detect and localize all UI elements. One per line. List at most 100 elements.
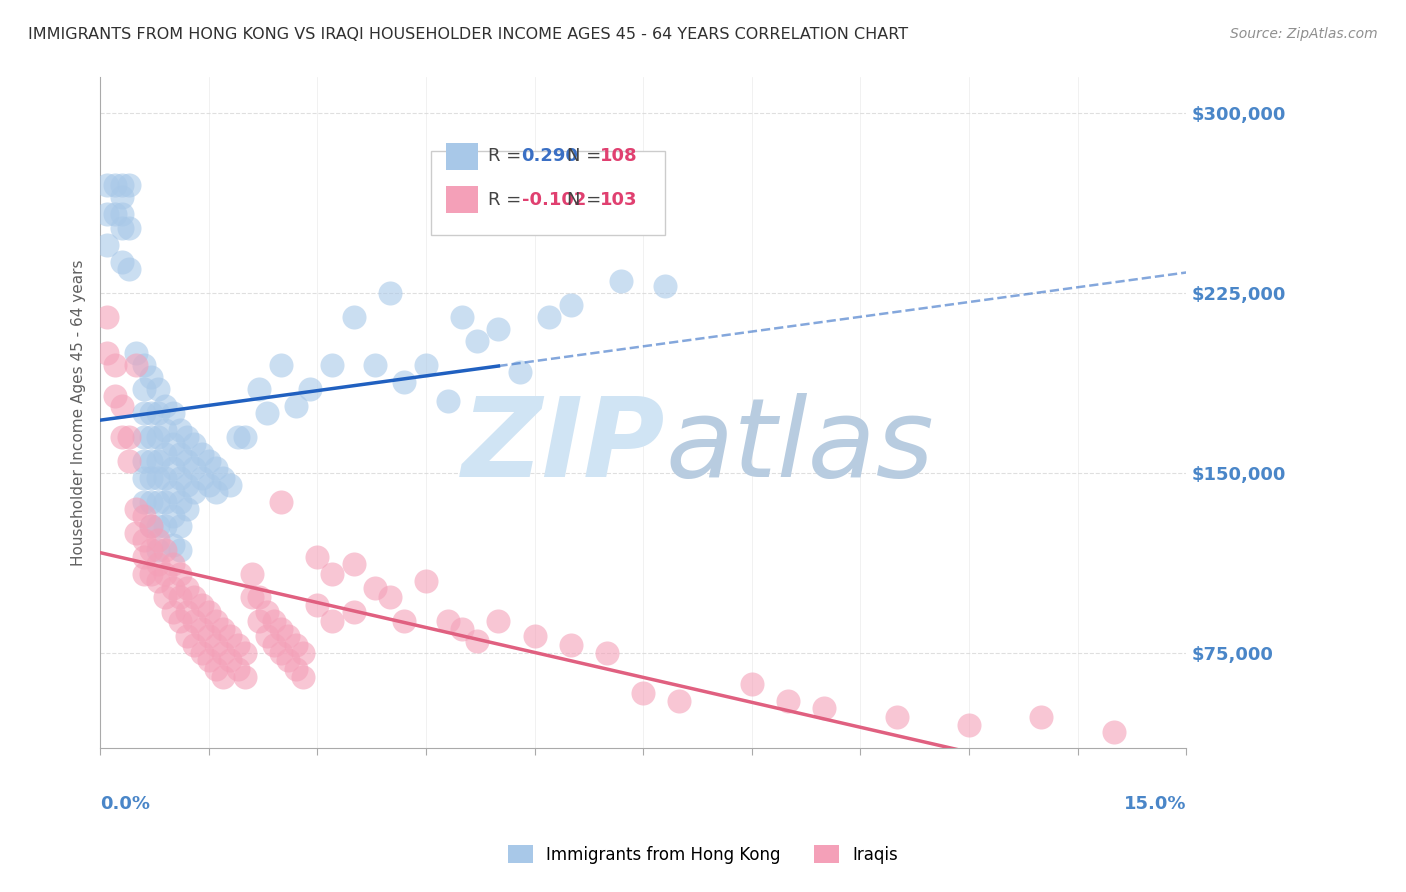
Point [169, 615, 191, 629]
Point [219, 629, 242, 643]
Point [486, 615, 509, 629]
Point [169, 591, 191, 605]
Point [169, 518, 191, 533]
Point [132, 430, 155, 444]
Point [162, 437, 184, 451]
Point [233, 646, 256, 660]
Point [212, 670, 235, 684]
Point [162, 508, 184, 523]
Point [263, 615, 285, 629]
Point [886, 710, 908, 724]
Point [132, 549, 155, 564]
Point [183, 639, 205, 653]
Point [111, 255, 134, 269]
Text: IMMIGRANTS FROM HONG KONG VS IRAQI HOUSEHOLDER INCOME AGES 45 - 64 YEARS CORRELA: IMMIGRANTS FROM HONG KONG VS IRAQI HOUSE… [28, 27, 908, 42]
Point [139, 494, 162, 508]
Point [378, 286, 401, 301]
Point [436, 615, 458, 629]
Point [205, 639, 228, 653]
Point [146, 382, 169, 396]
Point [139, 471, 162, 485]
FancyBboxPatch shape [432, 152, 665, 235]
Point [284, 662, 307, 676]
Point [957, 717, 980, 731]
Point [219, 653, 242, 667]
Point [291, 670, 314, 684]
Point [125, 358, 148, 372]
Point [104, 207, 127, 221]
Point [139, 454, 162, 468]
Point [111, 399, 134, 413]
Point [118, 221, 141, 235]
Point [436, 394, 458, 409]
Point [96, 310, 118, 324]
Point [284, 399, 307, 413]
Text: N =: N = [567, 191, 607, 209]
Point [146, 542, 169, 557]
Point [146, 430, 169, 444]
Point [132, 406, 155, 420]
Text: 15.0%: 15.0% [1123, 796, 1187, 814]
Point [226, 639, 249, 653]
Point [270, 646, 292, 660]
Point [125, 525, 148, 540]
Point [342, 605, 364, 619]
Point [176, 501, 198, 516]
Point [162, 461, 184, 475]
Point [321, 615, 343, 629]
Point [205, 615, 228, 629]
Point [132, 358, 155, 372]
Point [96, 238, 118, 252]
Point [111, 430, 134, 444]
Point [233, 430, 256, 444]
Point [139, 370, 162, 384]
Point [205, 461, 228, 475]
Point [226, 430, 249, 444]
Point [240, 566, 263, 581]
Point [596, 646, 619, 660]
Point [111, 221, 134, 235]
Point [183, 461, 205, 475]
Point [104, 389, 127, 403]
Point [205, 662, 228, 676]
Point [176, 605, 198, 619]
Point [256, 406, 278, 420]
Point [451, 310, 474, 324]
FancyBboxPatch shape [446, 186, 478, 213]
Text: 108: 108 [600, 147, 637, 165]
Point [270, 622, 292, 636]
Point [212, 622, 235, 636]
Point [146, 574, 169, 588]
Point [139, 518, 162, 533]
Point [291, 646, 314, 660]
Point [162, 538, 184, 552]
Point [212, 471, 235, 485]
Point [146, 454, 169, 468]
Text: ZIP: ZIP [461, 393, 665, 500]
Text: Source: ZipAtlas.com: Source: ZipAtlas.com [1230, 27, 1378, 41]
Point [139, 430, 162, 444]
Point [155, 423, 177, 437]
Point [342, 310, 364, 324]
Point [104, 358, 127, 372]
Point [741, 677, 763, 691]
Point [146, 406, 169, 420]
Point [451, 622, 474, 636]
Point [249, 382, 271, 396]
Point [465, 334, 488, 348]
Point [155, 494, 177, 508]
Point [190, 646, 212, 660]
Point [169, 447, 191, 461]
Point [197, 478, 219, 492]
Point [146, 518, 169, 533]
Legend: Immigrants from Hong Kong, Iraqis: Immigrants from Hong Kong, Iraqis [501, 838, 905, 871]
Point [190, 598, 212, 612]
Point [415, 358, 437, 372]
Point [415, 574, 437, 588]
Point [233, 670, 256, 684]
Point [277, 653, 299, 667]
Point [139, 406, 162, 420]
Point [226, 662, 249, 676]
Point [132, 508, 155, 523]
Point [118, 178, 141, 193]
